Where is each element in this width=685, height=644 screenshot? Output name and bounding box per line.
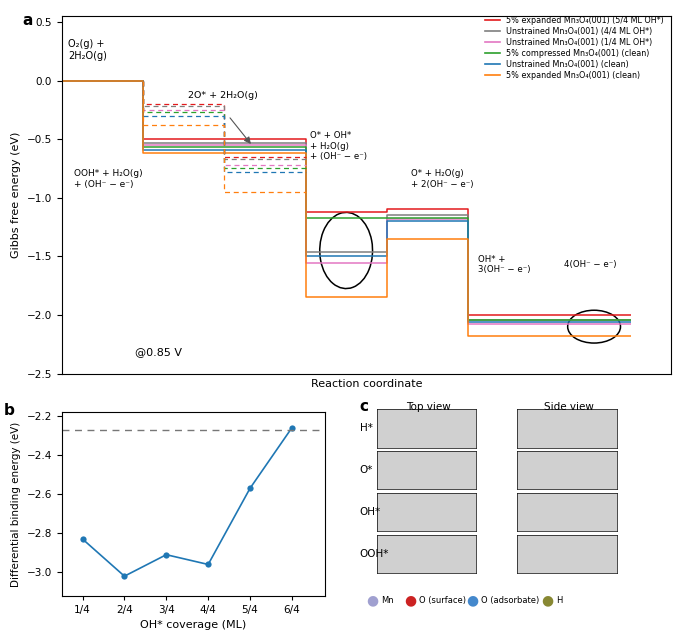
Text: ●: ● — [541, 593, 553, 607]
Legend: 5% expanded Mn₃O₄(001) (5/4 ML OH*), Unstrained Mn₃O₄(001) (4/4 ML OH*), Unstrai: 5% expanded Mn₃O₄(001) (5/4 ML OH*), Uns… — [482, 13, 667, 84]
Text: OOH*: OOH* — [360, 549, 389, 559]
Text: 2O* + 2H₂O(g): 2O* + 2H₂O(g) — [188, 91, 258, 100]
Text: a: a — [22, 12, 32, 28]
Text: OH* +
3(OH⁻ − e⁻): OH* + 3(OH⁻ − e⁻) — [478, 255, 530, 274]
X-axis label: Reaction coordinate: Reaction coordinate — [311, 379, 422, 389]
Text: ●: ● — [466, 593, 478, 607]
Text: O*: O* — [360, 465, 373, 475]
Text: OH*: OH* — [360, 507, 381, 517]
Text: H*: H* — [360, 423, 373, 433]
Text: O (adsorbate): O (adsorbate) — [481, 596, 539, 605]
Text: O (surface): O (surface) — [419, 596, 466, 605]
Text: O₂(g) +
2H₂O(g): O₂(g) + 2H₂O(g) — [68, 39, 107, 61]
Text: H: H — [556, 596, 562, 605]
Text: c: c — [360, 399, 369, 414]
X-axis label: OH* coverage (ML): OH* coverage (ML) — [140, 620, 247, 630]
Text: ●: ● — [366, 593, 379, 607]
Text: Mn: Mn — [382, 596, 394, 605]
Text: ●: ● — [404, 593, 416, 607]
Text: Top view: Top view — [406, 402, 451, 413]
Text: O* + OH*
+ H₂O(g)
+ (OH⁻ − e⁻): O* + OH* + H₂O(g) + (OH⁻ − e⁻) — [310, 131, 366, 161]
Y-axis label: Gibbs free energy (eV): Gibbs free energy (eV) — [11, 131, 21, 258]
Text: 4(OH⁻ − e⁻): 4(OH⁻ − e⁻) — [564, 260, 616, 269]
Text: @0.85 V: @0.85 V — [135, 347, 182, 357]
Y-axis label: Differential binding energy (eV): Differential binding energy (eV) — [11, 421, 21, 587]
Text: Side view: Side view — [544, 402, 593, 413]
Text: O* + H₂O(g)
+ 2(OH⁻ − e⁻): O* + H₂O(g) + 2(OH⁻ − e⁻) — [411, 169, 474, 189]
Text: b: b — [3, 403, 14, 418]
Text: OOH* + H₂O(g)
+ (OH⁻ − e⁻): OOH* + H₂O(g) + (OH⁻ − e⁻) — [74, 169, 142, 189]
